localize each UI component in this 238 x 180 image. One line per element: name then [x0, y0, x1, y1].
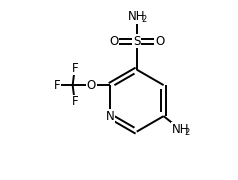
- Text: S: S: [133, 35, 140, 48]
- Text: O: O: [87, 79, 96, 92]
- Text: 2: 2: [141, 15, 146, 24]
- Text: N: N: [105, 110, 114, 123]
- Text: F: F: [71, 95, 78, 109]
- Text: F: F: [71, 62, 78, 75]
- Text: 2: 2: [185, 129, 190, 138]
- Text: NH: NH: [128, 10, 145, 23]
- Text: F: F: [53, 79, 60, 92]
- Text: NH: NH: [172, 123, 189, 136]
- Text: O: O: [109, 35, 118, 48]
- Text: O: O: [155, 35, 164, 48]
